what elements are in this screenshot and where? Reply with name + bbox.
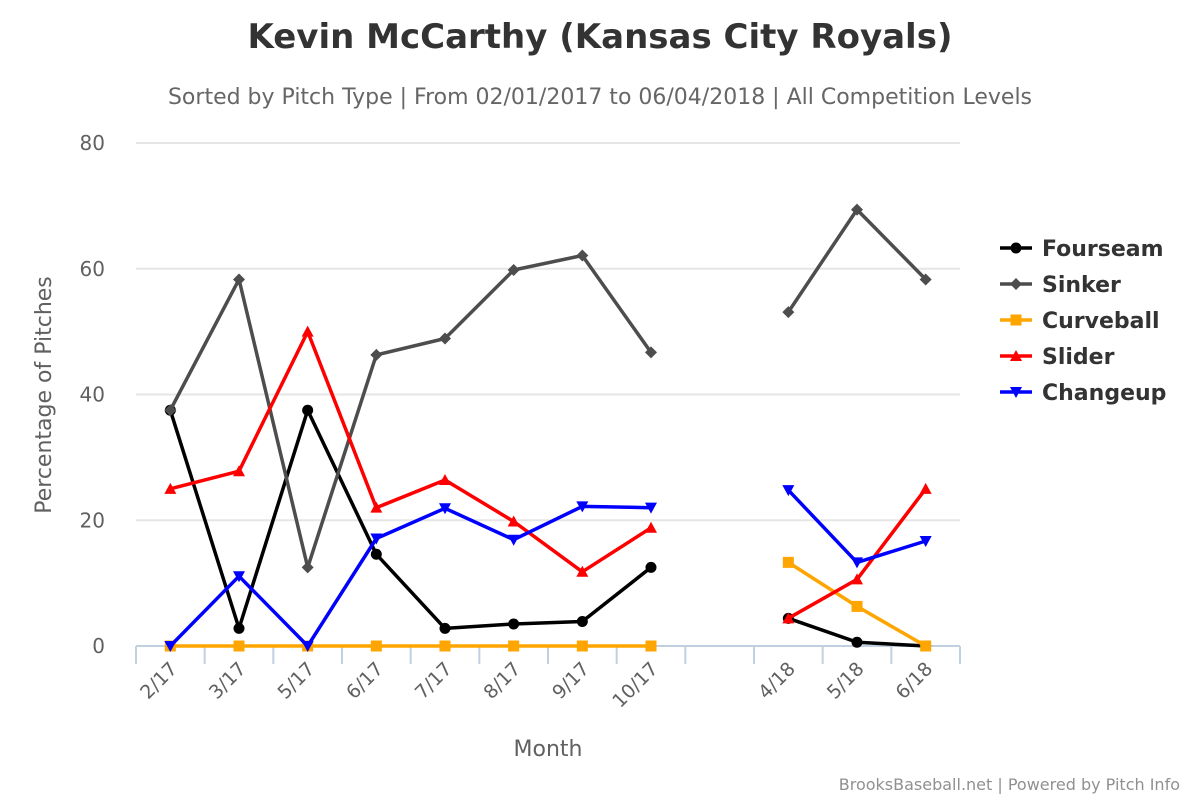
data-point-changeup[interactable]: [164, 641, 177, 652]
x-tick-label: 3/17: [205, 658, 251, 704]
data-point-changeup[interactable]: [645, 502, 657, 514]
data-point-slider[interactable]: [301, 325, 314, 337]
grid-lines: [136, 142, 960, 522]
x-tick-label: 5/18: [823, 658, 869, 704]
legend: Fourseam Sinker Curveball Slider Changeup: [1000, 237, 1166, 406]
data-point-sinker[interactable]: [301, 561, 314, 574]
series-changeup: [164, 485, 932, 652]
data-point-sinker[interactable]: [645, 346, 657, 359]
data-point-slider[interactable]: [439, 474, 451, 486]
data-point-slider[interactable]: [233, 465, 245, 477]
legend-label: Slider: [1042, 345, 1115, 370]
data-point-fourseam[interactable]: [439, 622, 451, 634]
data-point-curveball[interactable]: [576, 640, 588, 652]
data-point-fourseam[interactable]: [645, 561, 657, 573]
data-point-sinker[interactable]: [851, 203, 863, 216]
data-point-slider[interactable]: [576, 565, 589, 577]
legend-item-fourseam[interactable]: Fourseam: [1000, 237, 1164, 262]
data-point-slider[interactable]: [851, 573, 863, 585]
x-tick-label: 2/17: [136, 658, 182, 704]
legend-item-sinker[interactable]: Sinker: [1000, 273, 1121, 298]
credits[interactable]: BrooksBaseball.net | Powered by Pitch In…: [839, 775, 1180, 794]
data-point-sinker[interactable]: [370, 348, 383, 361]
series-slider: [164, 325, 932, 624]
data-point-changeup[interactable]: [919, 535, 932, 547]
legend-item-curveball[interactable]: Curveball: [1000, 309, 1160, 334]
data-point-slider[interactable]: [507, 515, 520, 527]
data-point-fourseam[interactable]: [370, 548, 382, 560]
legend-marker-sinker: [1010, 278, 1022, 290]
data-point-slider[interactable]: [164, 482, 177, 494]
data-point-curveball[interactable]: [851, 600, 863, 612]
x-tick-label: 8/17: [479, 658, 525, 704]
data-point-sinker[interactable]: [782, 306, 795, 319]
y-tick-label: 80: [80, 131, 105, 155]
x-tick-label: 9/17: [548, 658, 594, 704]
legend-item-changeup[interactable]: Changeup: [1000, 381, 1166, 406]
data-point-fourseam[interactable]: [233, 622, 245, 634]
data-point-sinker[interactable]: [439, 332, 451, 345]
data-point-slider[interactable]: [782, 612, 795, 624]
y-tick-label: 0: [92, 634, 105, 658]
data-point-changeup[interactable]: [370, 533, 383, 545]
data-point-fourseam[interactable]: [576, 615, 588, 627]
series-group: [164, 203, 932, 652]
x-axis-title: Month: [514, 737, 583, 762]
y-axis: 0 20 40 60 80: [80, 131, 105, 658]
data-point-changeup[interactable]: [439, 503, 451, 515]
legend-label: Curveball: [1042, 309, 1160, 334]
y-axis-title: Percentage of Pitches: [32, 276, 57, 514]
data-point-curveball[interactable]: [782, 556, 794, 568]
data-point-changeup[interactable]: [851, 557, 863, 569]
data-point-curveball[interactable]: [370, 640, 382, 652]
series-line-slider: [168, 329, 928, 621]
data-point-curveball[interactable]: [439, 640, 451, 652]
x-tick-label: 7/17: [411, 658, 457, 704]
series-fourseam: [164, 404, 932, 652]
data-point-curveball[interactable]: [920, 640, 932, 652]
x-axis: 2/17 3/17 5/17 6/17 7/17 8/17 9/17 10/17 4/18 5/1…: [135, 645, 961, 712]
data-point-slider[interactable]: [370, 501, 383, 513]
legend-label: Changeup: [1042, 381, 1166, 406]
data-point-curveball[interactable]: [645, 640, 657, 652]
data-point-changeup[interactable]: [233, 571, 245, 583]
legend-label: Fourseam: [1042, 237, 1164, 262]
legend-item-slider[interactable]: Slider: [1000, 345, 1115, 370]
y-tick-label: 60: [80, 257, 105, 281]
series-sinker: [164, 203, 932, 574]
legend-label: Sinker: [1042, 273, 1121, 298]
legend-marker-fourseam: [1010, 242, 1022, 254]
chart-title: Kevin McCarthy (Kansas City Royals): [247, 17, 952, 57]
data-point-slider[interactable]: [919, 482, 932, 494]
data-point-changeup[interactable]: [576, 501, 589, 513]
y-tick-label: 40: [80, 383, 105, 407]
data-point-changeup[interactable]: [301, 641, 314, 652]
x-tick-label: 10/17: [608, 658, 662, 712]
legend-marker-changeup: [1010, 387, 1022, 398]
data-point-sinker[interactable]: [919, 273, 932, 286]
data-point-sinker[interactable]: [507, 264, 520, 277]
data-point-curveball[interactable]: [233, 640, 245, 652]
x-tick-label: 6/18: [891, 658, 937, 704]
data-point-fourseam[interactable]: [508, 618, 520, 630]
data-point-changeup[interactable]: [507, 534, 520, 546]
data-point-fourseam[interactable]: [851, 636, 863, 648]
legend-marker-curveball: [1010, 314, 1022, 326]
data-point-slider[interactable]: [645, 521, 657, 533]
data-point-sinker[interactable]: [233, 273, 245, 286]
data-point-sinker[interactable]: [164, 404, 177, 417]
x-tick-label: 4/18: [754, 658, 800, 704]
data-point-fourseam[interactable]: [302, 404, 314, 416]
chart-subtitle: Sorted by Pitch Type | From 02/01/2017 t…: [168, 85, 1032, 110]
y-tick-label: 20: [80, 508, 105, 532]
data-point-sinker[interactable]: [576, 249, 589, 262]
legend-marker-slider: [1010, 350, 1022, 361]
data-point-changeup[interactable]: [782, 485, 795, 497]
data-point-curveball[interactable]: [508, 640, 520, 652]
x-tick-label: 6/17: [342, 658, 388, 704]
x-tick-label: 5/17: [273, 658, 319, 704]
series-line-fourseam: [168, 408, 928, 648]
